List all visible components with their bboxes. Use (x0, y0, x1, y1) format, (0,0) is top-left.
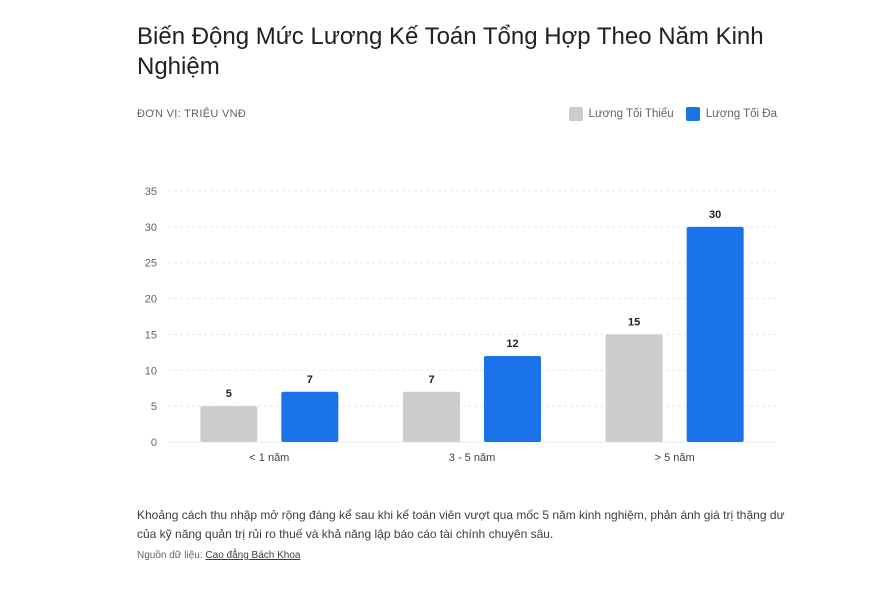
data-label: 12 (506, 338, 518, 350)
y-tick-label: 25 (145, 258, 157, 270)
legend-label-max: Lương Tối Đa (705, 108, 777, 120)
y-tick-label: 15 (145, 329, 157, 341)
bar (484, 355, 541, 442)
legend-label-min: Lương Tối Thiểu (588, 108, 674, 120)
data-label: 30 (709, 209, 721, 221)
source-note: Nguồn dữ liệu: Cao đẳng Bách Khoa (137, 550, 300, 561)
bar (605, 334, 663, 442)
chart-description: Khoảng cách thu nhập mở rộng đáng kể sau… (137, 508, 785, 541)
chart-title: Biến Động Mức Lương Kế Toán Tổng Hợp The… (137, 23, 764, 80)
source-link[interactable]: Cao đẳng Bách Khoa (205, 550, 301, 561)
legend-item-min: Lương Tối Thiểu (568, 107, 674, 121)
x-tick-label: < 1 năm (249, 452, 289, 464)
legend: Lương Tối Thiểu Lương Tối Đa (568, 107, 777, 121)
data-label: 7 (307, 374, 313, 386)
legend-item-max: Lương Tối Đa (685, 107, 777, 121)
data-label: 5 (226, 388, 232, 400)
y-tick-label: 5 (151, 401, 157, 413)
bar (686, 226, 744, 442)
legend-swatch-max (685, 107, 700, 121)
x-tick-label: > 5 năm (655, 452, 695, 464)
x-tick-label: 3 - 5 năm (449, 452, 495, 464)
y-tick-label: 35 (145, 186, 157, 198)
source-label: Nguồn dữ liệu: (137, 550, 203, 561)
unit-label: ĐƠN VỊ: TRIỆU VNĐ (137, 108, 247, 120)
bar (281, 391, 339, 442)
data-label: 7 (428, 374, 434, 386)
y-tick-label: 30 (145, 222, 157, 234)
bar (403, 391, 460, 442)
bar (200, 406, 258, 442)
legend-swatch-min (568, 107, 583, 121)
y-tick-label: 20 (145, 294, 157, 306)
data-label: 15 (628, 316, 640, 328)
y-tick-label: 0 (151, 437, 157, 449)
y-tick-label: 10 (145, 365, 157, 377)
